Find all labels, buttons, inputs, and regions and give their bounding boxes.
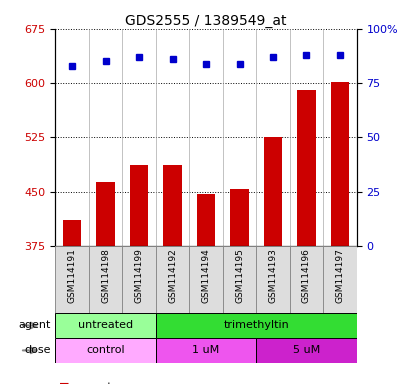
Bar <box>322 246 356 313</box>
Text: trimethyltin: trimethyltin <box>223 320 288 331</box>
Bar <box>297 89 315 246</box>
Text: GSM114196: GSM114196 <box>301 248 310 303</box>
Bar <box>155 338 256 363</box>
Bar <box>122 246 155 313</box>
Bar <box>63 220 81 246</box>
Bar <box>55 313 155 338</box>
Text: 1 uM: 1 uM <box>192 345 219 356</box>
Bar <box>55 246 89 313</box>
Text: GSM114199: GSM114199 <box>134 248 143 303</box>
Bar <box>289 246 322 313</box>
Bar <box>196 194 215 246</box>
Text: GSM114197: GSM114197 <box>335 248 344 303</box>
Title: GDS2555 / 1389549_at: GDS2555 / 1389549_at <box>125 14 286 28</box>
Text: 5 uM: 5 uM <box>292 345 319 356</box>
Bar <box>163 165 181 246</box>
Bar <box>222 246 256 313</box>
Bar <box>96 182 115 246</box>
Bar <box>155 246 189 313</box>
Text: GSM114195: GSM114195 <box>234 248 243 303</box>
Text: GSM114192: GSM114192 <box>168 248 177 303</box>
Bar <box>330 81 348 246</box>
Text: GSM114191: GSM114191 <box>67 248 76 303</box>
Bar <box>155 313 356 338</box>
Text: agent: agent <box>19 320 51 331</box>
Bar <box>230 189 248 246</box>
Text: untreated: untreated <box>78 320 133 331</box>
Text: count: count <box>82 382 111 384</box>
Bar <box>263 137 281 246</box>
Text: control: control <box>86 345 125 356</box>
Bar <box>130 165 148 246</box>
Bar <box>89 246 122 313</box>
Bar <box>256 338 356 363</box>
Text: dose: dose <box>25 345 51 356</box>
Bar <box>189 246 222 313</box>
Text: GSM114193: GSM114193 <box>268 248 277 303</box>
Text: GSM114198: GSM114198 <box>101 248 110 303</box>
Bar <box>256 246 289 313</box>
Bar <box>55 338 155 363</box>
Text: GSM114194: GSM114194 <box>201 248 210 303</box>
Text: ■: ■ <box>59 382 70 384</box>
